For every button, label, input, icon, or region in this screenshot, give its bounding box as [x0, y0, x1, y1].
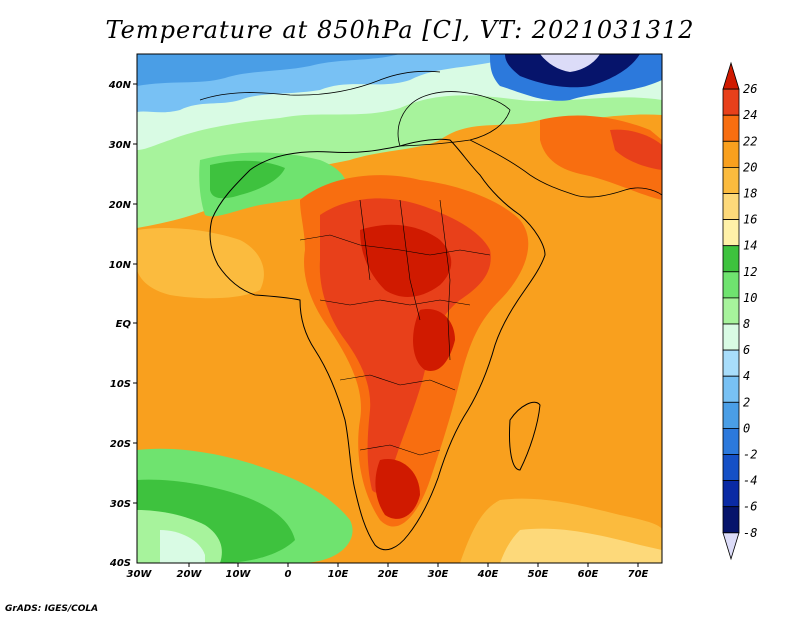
lon-label: 0 [285, 569, 292, 580]
colorbar-swatch [722, 297, 740, 325]
lat-label: 10S [110, 379, 131, 390]
colorbar-swatch [722, 323, 740, 351]
lat-label: 40N [108, 80, 132, 91]
lon-label: 30E [428, 569, 449, 580]
colorbar-label: 8 [743, 317, 750, 331]
temperature-field [137, 54, 662, 563]
lon-label: 10E [328, 569, 349, 580]
colorbar-swatch [722, 375, 740, 403]
colorbar-label: 4 [743, 369, 750, 383]
colorbar-label: -4 [743, 474, 757, 488]
colorbar [722, 61, 740, 561]
colorbar-label: -6 [743, 500, 757, 514]
colorbar-swatch [722, 140, 740, 168]
colorbar-label: -8 [743, 526, 757, 540]
colorbar-swatch [722, 193, 740, 221]
lat-axis: 40N 30N 20N 10N EQ 10S 20S 30S 40S [108, 80, 132, 569]
colorbar-swatch [722, 88, 740, 116]
colorbar-label: 6 [743, 343, 750, 357]
colorbar-label: 20 [743, 160, 757, 174]
colorbar-label: 14 [743, 239, 757, 253]
colorbar-swatch [722, 271, 740, 299]
colorbar-label: 2 [743, 395, 750, 409]
lat-label: 10N [109, 260, 132, 271]
colorbar-swatch [722, 61, 740, 90]
lon-label: 30W [127, 569, 153, 580]
colorbar-swatch [722, 506, 740, 534]
colorbar-swatch [722, 114, 740, 142]
lon-label: 60E [578, 569, 599, 580]
software-credit: GrADS: IGES/COLA [5, 604, 99, 614]
colorbar-label: 10 [743, 291, 757, 305]
map-title: Temperature at 850hPa [C], VT: 202103131… [105, 16, 695, 44]
lat-label: 40S [109, 558, 131, 569]
lat-label: 30N [109, 140, 132, 151]
lat-label: 20N [109, 200, 132, 211]
lon-label: 50E [528, 569, 549, 580]
lat-label: 30S [110, 499, 131, 510]
lat-label: EQ [116, 319, 132, 330]
lon-label: 20W [177, 569, 203, 580]
lon-axis: 30W 20W 10W 0 10E 20E 30E 40E 50E 60E 70… [127, 569, 649, 580]
colorbar-label: -2 [743, 448, 757, 462]
colorbar-label: 24 [743, 108, 757, 122]
colorbar-label: 18 [743, 187, 757, 201]
colorbar-swatch [722, 427, 740, 455]
colorbar-swatch [722, 349, 740, 377]
colorbar-swatch [722, 245, 740, 273]
colorbar-label: 12 [743, 265, 757, 279]
lon-label: 20E [378, 569, 399, 580]
lon-label: 10W [226, 569, 252, 580]
colorbar-swatch [722, 166, 740, 194]
colorbar-swatch [722, 219, 740, 247]
lon-label: 40E [477, 569, 499, 580]
lon-label: 70E [628, 569, 649, 580]
lat-label: 20S [110, 439, 131, 450]
map-frame [136, 53, 663, 564]
colorbar-swatch [722, 532, 740, 561]
colorbar-label: 26 [743, 82, 757, 96]
colorbar-swatch [722, 480, 740, 508]
colorbar-label: 0 [743, 421, 750, 435]
colorbar-swatch [722, 401, 740, 429]
colorbar-swatch [722, 454, 740, 482]
colorbar-label: 22 [743, 134, 757, 148]
colorbar-label: 16 [743, 213, 757, 227]
